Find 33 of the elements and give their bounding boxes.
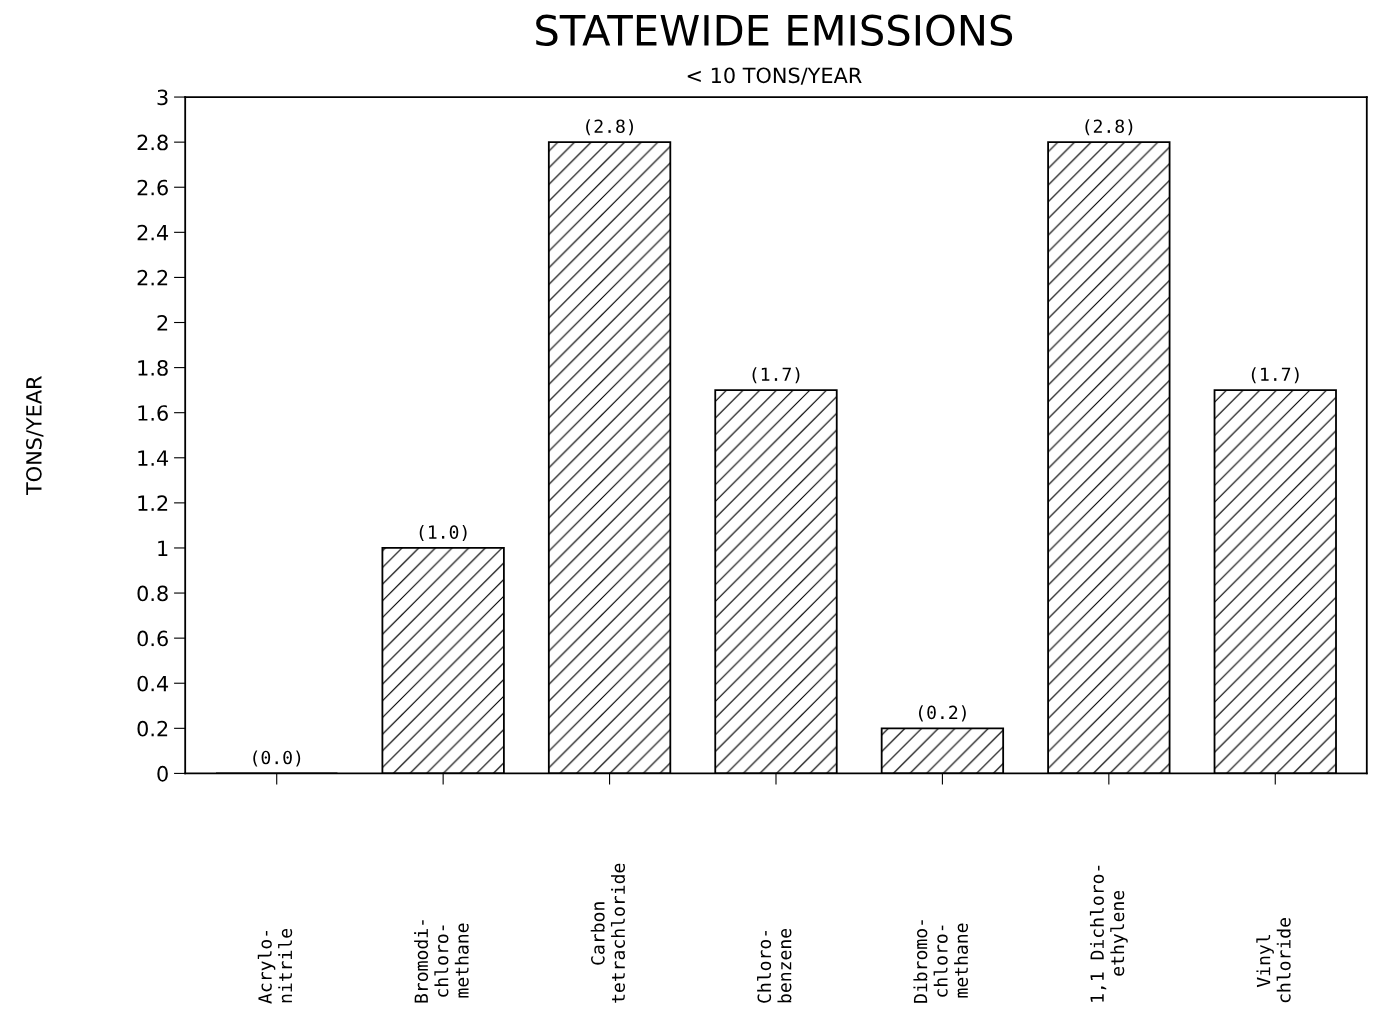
- data-label: (1.7): [752, 367, 800, 384]
- data-label: (2.8): [1085, 119, 1133, 136]
- y-tick-label: 1.4: [138, 450, 169, 466]
- y-tick-label: 0.2: [137, 720, 168, 737]
- y-tick-label: 1.2: [138, 495, 168, 511]
- x-tick-label: Carbon tetrachloride: [590, 863, 626, 1003]
- y-tick-label: 0.4: [137, 675, 169, 692]
- data-label: (0.2): [919, 705, 966, 722]
- y-tick-label: 2: [157, 314, 168, 331]
- y-axis-title: TONS/YEAR: [26, 376, 44, 496]
- y-tick-label: 0: [157, 765, 168, 782]
- x-tick-label: Chloro- benzene: [757, 928, 792, 1003]
- y-tick-label: 0.8: [137, 585, 168, 602]
- chart-title: STATEWIDE EMISSIONS: [536, 14, 1013, 47]
- y-tick-label: 1.6: [138, 405, 168, 421]
- y-tick-label: 2.2: [137, 269, 168, 286]
- chart-subtitle: < 10 TONS/YEAR: [687, 67, 862, 85]
- x-tick-label: Bromodi- chloro- methane: [414, 920, 469, 1003]
- y-tick-label: 1.8: [138, 360, 168, 376]
- data-label: (0.0): [253, 750, 301, 767]
- x-tick-label: Vinyl chloride: [1256, 918, 1291, 1003]
- data-label: (1.7): [1251, 367, 1299, 384]
- y-tick-label: 3: [157, 89, 168, 106]
- y-tick-label: 2.8: [137, 134, 168, 151]
- y-tick-label: 0.6: [137, 630, 168, 647]
- x-tick-label: Dibromo- chloro- methane: [913, 920, 969, 1003]
- y-tick-label: 1: [158, 540, 168, 556]
- data-label: (1.0): [419, 524, 467, 542]
- y-tick-label: 2.6: [137, 179, 168, 196]
- x-tick-label: Acrylo- nitrile: [257, 928, 293, 1004]
- y-tick-label: 2.4: [137, 224, 169, 241]
- x-tick-label: 1,1 Dichloro- ethylene: [1089, 865, 1128, 1002]
- data-label: (2.8): [586, 119, 633, 136]
